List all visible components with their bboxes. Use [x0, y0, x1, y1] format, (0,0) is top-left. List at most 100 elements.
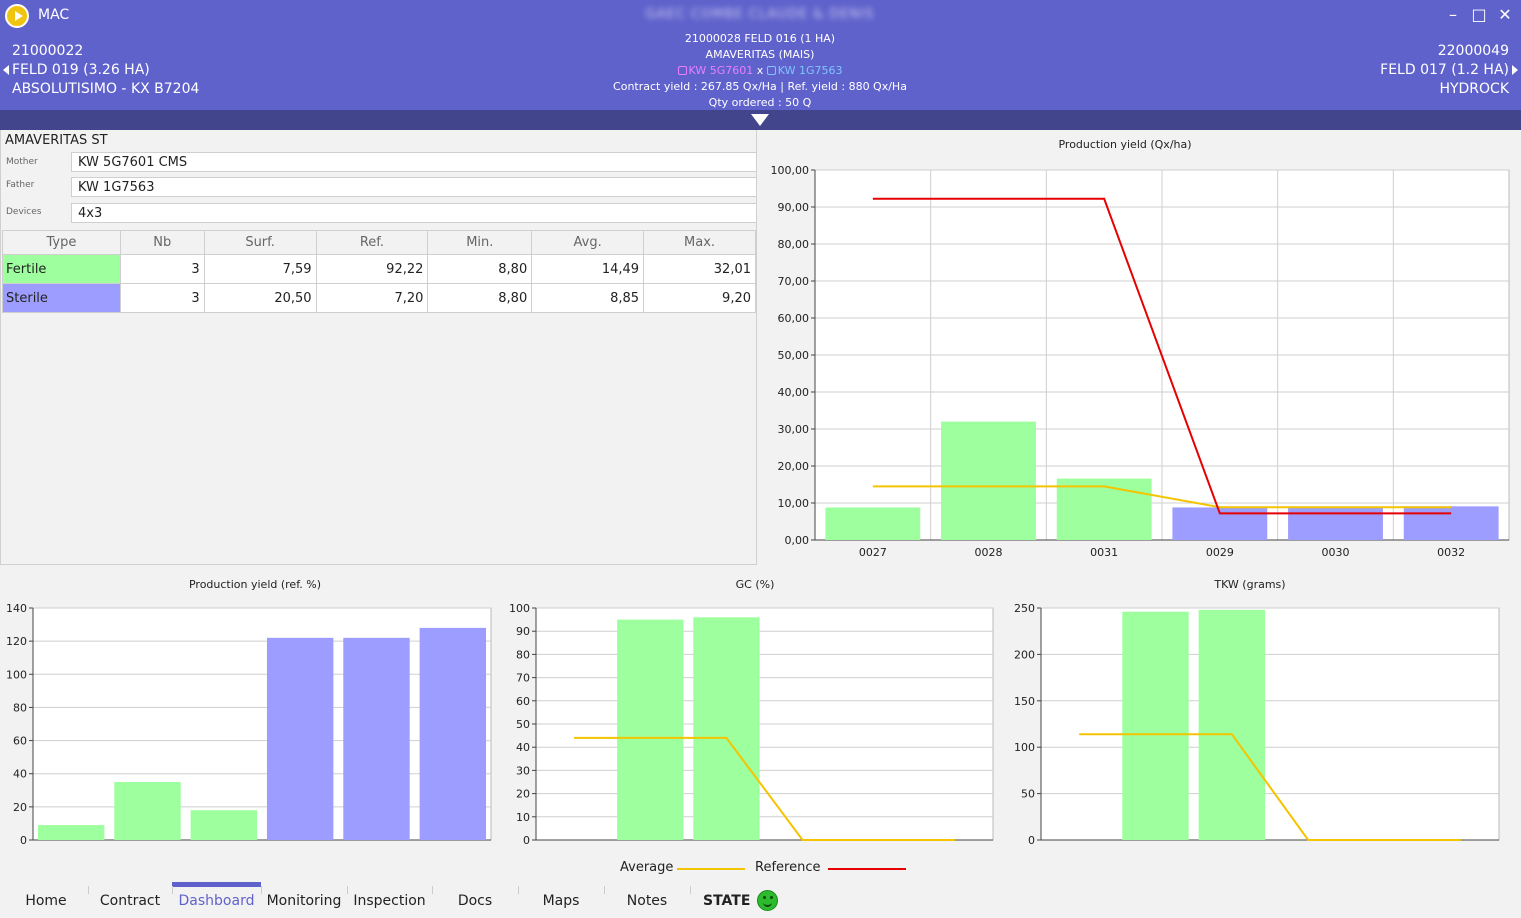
x-tick-label: 0029 — [1206, 546, 1234, 559]
bar[interactable] — [1122, 611, 1189, 840]
y-tick-label: 0 — [1028, 834, 1035, 847]
y-tick-label: 10 — [516, 811, 530, 824]
smiley-state-icon[interactable] — [757, 890, 778, 911]
y-tick-label: 10,00 — [778, 497, 810, 510]
col-min[interactable]: Min. — [427, 230, 533, 255]
devices-field[interactable]: 4x3 — [71, 203, 757, 223]
y-tick-label: 40 — [13, 768, 27, 781]
minimize-icon[interactable]: – — [1449, 5, 1457, 24]
plot-area — [1040, 607, 1500, 841]
next-record[interactable]: 22000049 FELD 017 (1.2 HA) HYDROCK — [1380, 42, 1509, 99]
bottom-nav: Home Contract Dashboard Monitoring Inspe… — [0, 882, 1521, 918]
cross-symbol: x — [756, 64, 764, 77]
table-row[interactable]: Fertile 3 7,59 92,22 8,80 14,49 32,01 — [2, 254, 756, 284]
col-max[interactable]: Max. — [643, 230, 756, 255]
tab-contract[interactable]: Contract — [99, 893, 161, 909]
previous-arrow-icon[interactable] — [3, 65, 9, 75]
mother-label: Mother — [6, 157, 38, 167]
bar[interactable] — [37, 825, 105, 840]
bar[interactable] — [1403, 506, 1499, 540]
col-type[interactable]: Type — [2, 230, 121, 255]
y-tick-label: 200 — [1014, 648, 1035, 661]
tab-separator — [347, 886, 348, 894]
y-tick-label: 0,00 — [785, 534, 810, 547]
close-icon[interactable]: ✕ — [1498, 5, 1512, 24]
y-tick-label: 40 — [516, 741, 530, 754]
cell-min: 8,80 — [427, 254, 533, 284]
average-line — [574, 736, 955, 841]
collapse-arrow-icon[interactable] — [751, 114, 769, 126]
bar[interactable] — [419, 627, 487, 840]
cell-max: 9,20 — [643, 283, 756, 313]
bar[interactable] — [266, 637, 334, 840]
y-tick-label: 90,00 — [778, 201, 810, 214]
y-tick-label: 80 — [13, 701, 27, 714]
col-ref[interactable]: Ref. — [315, 230, 429, 255]
tab-separator — [432, 886, 433, 894]
tab-separator — [261, 886, 262, 894]
tab-inspection[interactable]: Inspection — [353, 893, 426, 909]
father-field[interactable]: KW 1G7563 — [71, 177, 757, 197]
cell-ref: 92,22 — [315, 254, 429, 284]
tab-home[interactable]: Home — [25, 893, 67, 909]
row-type-fertile: Fertile — [2, 254, 121, 284]
previous-code: 21000022 — [12, 43, 84, 59]
yield-line: Contract yield : 267.85 Qx/Ha | Ref. yie… — [560, 79, 960, 95]
bar[interactable] — [825, 507, 921, 540]
table-row[interactable]: Sterile 3 20,50 7,20 8,80 8,85 9,20 — [2, 283, 756, 313]
bar[interactable] — [1198, 609, 1266, 840]
previous-record[interactable]: 21000022 FELD 019 (3.26 HA) ABSOLUTISIMO… — [12, 42, 199, 99]
tab-monitoring[interactable]: Monitoring — [266, 893, 342, 909]
bar[interactable] — [617, 619, 684, 840]
gc-chart: 0 10 20 30 40 50 60 70 80 90 100 — [509, 602, 994, 847]
mother-field[interactable]: KW 5G7601 CMS — [71, 152, 757, 172]
tab-docs[interactable]: Docs — [457, 893, 493, 909]
legend-average-line — [677, 868, 745, 870]
col-avg[interactable]: Avg. — [531, 230, 645, 255]
col-nb[interactable]: Nb — [119, 230, 205, 255]
bar[interactable] — [343, 637, 410, 840]
bar[interactable] — [114, 782, 181, 840]
y-tick-label: 30 — [516, 764, 530, 777]
cell-avg: 14,49 — [531, 254, 645, 284]
cell-min: 8,80 — [427, 283, 533, 313]
variety-title: AMAVERITAS ST — [5, 133, 108, 148]
bar[interactable] — [1056, 478, 1152, 540]
cell-ref: 7,20 — [315, 283, 429, 313]
y-tick-label: 90 — [516, 625, 530, 638]
ref-yield: Ref. yield : 880 Qx/Ha — [787, 80, 907, 93]
current-record-info: 21000028 FELD 016 (1 HA) AMAVERITAS (MAI… — [560, 31, 960, 111]
cell-nb: 3 — [119, 283, 205, 313]
bar[interactable] — [941, 421, 1036, 540]
bar[interactable] — [1288, 507, 1383, 540]
current-line1: 21000028 FELD 016 (1 HA) — [684, 32, 836, 45]
app-title: MAC — [38, 7, 70, 23]
y-tick-label: 250 — [1014, 602, 1035, 615]
tab-separator — [518, 886, 519, 894]
col-surf[interactable]: Surf. — [203, 230, 317, 255]
maximize-icon[interactable]: □ — [1471, 5, 1487, 24]
y-tick-label: 60 — [516, 695, 530, 708]
bar[interactable] — [190, 810, 258, 840]
mother-link[interactable]: KW 5G7601 — [677, 64, 753, 77]
y-tick-label: 80,00 — [778, 238, 810, 251]
tab-maps[interactable]: Maps — [542, 893, 580, 909]
legend-reference-label: Reference — [755, 860, 821, 875]
y-tick-label: 70,00 — [778, 275, 810, 288]
tab-separator — [88, 886, 89, 894]
yield-separator: | — [780, 80, 785, 93]
tab-separator — [604, 886, 605, 894]
y-tick-label: 100 — [1014, 741, 1035, 754]
y-tick-label: 100 — [6, 668, 27, 681]
chart-title-ref-pct: Production yield (ref. %) — [188, 578, 322, 591]
tab-notes[interactable]: Notes — [626, 893, 668, 909]
average-line — [1079, 733, 1461, 841]
qty-ordered: Qty ordered : 50 Q — [708, 96, 812, 109]
y-tick-label: 40,00 — [778, 386, 810, 399]
next-arrow-icon[interactable] — [1512, 65, 1518, 75]
father-link[interactable]: KW 1G7563 — [766, 64, 842, 77]
bar[interactable] — [693, 617, 760, 840]
average-line — [872, 485, 1452, 509]
male-icon — [766, 66, 776, 75]
tab-dashboard[interactable]: Dashboard — [178, 893, 255, 909]
